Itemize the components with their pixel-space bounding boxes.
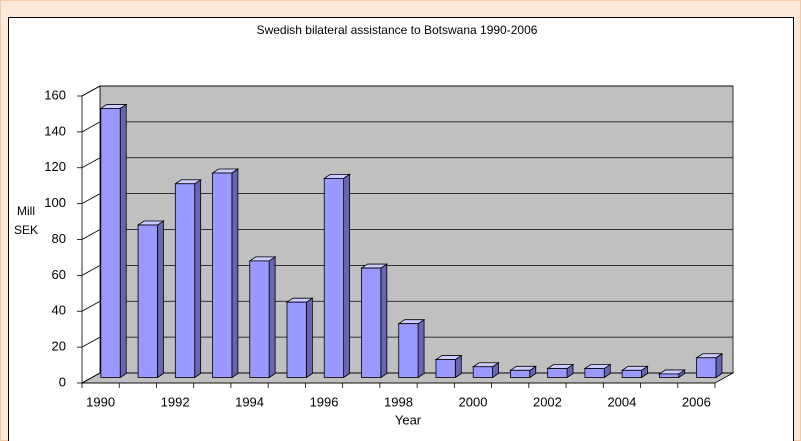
y-axis-label: Mill — [17, 204, 35, 218]
y-tick-label: 140 — [44, 123, 66, 138]
grid-line — [81, 265, 101, 276]
bar-front — [361, 267, 382, 378]
grid-line — [81, 372, 101, 384]
bar-side — [231, 168, 239, 379]
grid-line — [81, 157, 101, 169]
bar — [285, 297, 314, 379]
bar-side — [305, 297, 313, 379]
bar-side — [343, 173, 351, 379]
x-tick-label: 2000 — [459, 394, 488, 409]
bar — [136, 220, 165, 379]
bar-front — [137, 224, 158, 378]
bar-front — [584, 368, 605, 378]
bar-front — [547, 368, 568, 378]
x-tick-label: 1992 — [161, 394, 190, 409]
bar — [99, 103, 128, 379]
x-tick-label: 1990 — [86, 394, 115, 409]
x-tick-label: 1994 — [235, 394, 264, 409]
bar — [620, 365, 649, 379]
y-tick-label: 60 — [52, 267, 66, 282]
bar-front — [286, 301, 307, 378]
bar-front — [658, 373, 680, 378]
bar-front — [100, 108, 121, 378]
bar-front — [696, 357, 717, 378]
y-tick-label: 160 — [44, 87, 66, 102]
bar-front — [249, 260, 270, 378]
bar — [248, 256, 277, 379]
bar-side — [417, 318, 425, 379]
bar-front — [472, 366, 493, 378]
bar — [546, 363, 575, 379]
y-tick-label: 40 — [52, 303, 66, 318]
bar — [173, 179, 202, 379]
bar-side — [119, 103, 127, 379]
y-tick-label: 80 — [52, 231, 66, 246]
grid-line — [81, 85, 101, 97]
bar-front — [510, 369, 531, 378]
grid-line — [81, 121, 101, 133]
y-tick-label: 120 — [44, 159, 66, 174]
bar — [471, 361, 500, 379]
bar-front — [323, 177, 345, 378]
bar — [695, 353, 724, 379]
bar — [434, 354, 463, 379]
bar-front — [621, 369, 642, 378]
bar — [322, 173, 351, 379]
bar — [509, 365, 538, 379]
bar — [211, 168, 240, 379]
bar — [360, 263, 389, 379]
bar-front — [212, 172, 233, 378]
x-tick-label: 2006 — [682, 394, 711, 409]
y-tick-label: 100 — [44, 195, 66, 210]
x-tick-label: 1998 — [384, 394, 413, 409]
y-tick-label: 20 — [52, 339, 66, 354]
bar-front — [174, 183, 196, 378]
y-tick-label: 0 — [59, 374, 66, 389]
chart-title: Swedish bilateral assistance to Botswana… — [257, 23, 538, 37]
x-axis-label: Year — [395, 412, 422, 427]
bar — [658, 369, 687, 379]
bar-side — [268, 256, 276, 379]
grid-line — [81, 300, 101, 312]
bar-front — [435, 359, 456, 378]
x-tick-label: 2002 — [533, 394, 562, 409]
bar — [397, 318, 426, 379]
bar — [583, 363, 612, 379]
grid-line — [81, 336, 101, 348]
bar-side — [380, 263, 388, 379]
grid-line — [81, 193, 101, 204]
bar-side — [194, 179, 202, 379]
grid-line — [81, 229, 101, 240]
x-tick-label: 2004 — [607, 394, 636, 409]
y-axis-label: SEK — [14, 223, 38, 237]
bar-side — [157, 220, 164, 379]
x-tick-label: 1996 — [310, 394, 339, 409]
bar-front — [398, 323, 419, 378]
